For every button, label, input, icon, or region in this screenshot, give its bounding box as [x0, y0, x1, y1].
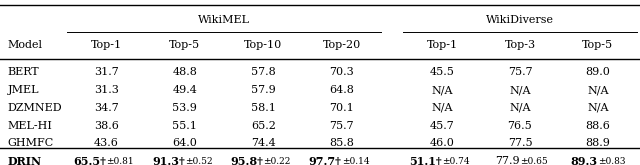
- Text: N/A: N/A: [431, 103, 453, 113]
- Text: 57.8: 57.8: [251, 67, 276, 77]
- Text: 34.7: 34.7: [94, 103, 119, 113]
- Text: 46.0: 46.0: [429, 138, 454, 148]
- Text: BERT: BERT: [8, 67, 39, 77]
- Text: ±0.74: ±0.74: [442, 157, 470, 165]
- Text: Top-5: Top-5: [582, 40, 613, 50]
- Text: ±0.22: ±0.22: [263, 157, 291, 165]
- Text: 88.9: 88.9: [586, 138, 611, 148]
- Text: Model: Model: [8, 40, 43, 50]
- Text: ±0.83: ±0.83: [598, 157, 625, 165]
- Text: 51.1†: 51.1†: [410, 156, 442, 165]
- Text: 55.1: 55.1: [172, 121, 197, 131]
- Text: 45.5: 45.5: [429, 67, 454, 77]
- Text: DRIN: DRIN: [8, 156, 42, 165]
- Text: Top-5: Top-5: [169, 40, 200, 50]
- Text: JMEL: JMEL: [8, 85, 39, 95]
- Text: 31.3: 31.3: [94, 85, 119, 95]
- Text: 31.7: 31.7: [94, 67, 119, 77]
- Text: WikiMEL: WikiMEL: [198, 15, 250, 25]
- Text: 70.3: 70.3: [329, 67, 354, 77]
- Text: ±0.52: ±0.52: [185, 157, 212, 165]
- Text: MEL-HI: MEL-HI: [8, 121, 52, 131]
- Text: ±0.65: ±0.65: [520, 157, 548, 165]
- Text: 70.1: 70.1: [329, 103, 354, 113]
- Text: Top-20: Top-20: [323, 40, 361, 50]
- Text: 45.7: 45.7: [429, 121, 454, 131]
- Text: 65.5†: 65.5†: [74, 156, 106, 165]
- Text: 49.4: 49.4: [172, 85, 197, 95]
- Text: 75.7: 75.7: [508, 67, 532, 77]
- Text: GHMFC: GHMFC: [8, 138, 54, 148]
- Text: 53.9: 53.9: [172, 103, 197, 113]
- Text: 89.3: 89.3: [571, 156, 598, 165]
- Text: 38.6: 38.6: [94, 121, 119, 131]
- Text: Top-1: Top-1: [427, 40, 458, 50]
- Text: 75.7: 75.7: [330, 121, 354, 131]
- Text: 74.4: 74.4: [251, 138, 276, 148]
- Text: 64.8: 64.8: [329, 85, 354, 95]
- Text: ±0.14: ±0.14: [342, 157, 369, 165]
- Text: 57.9: 57.9: [251, 85, 276, 95]
- Text: 43.6: 43.6: [94, 138, 119, 148]
- Text: Top-10: Top-10: [244, 40, 282, 50]
- Text: N/A: N/A: [509, 85, 531, 95]
- Text: N/A: N/A: [587, 85, 609, 95]
- Text: 58.1: 58.1: [251, 103, 276, 113]
- Text: WikiDiverse: WikiDiverse: [486, 15, 554, 25]
- Text: 48.8: 48.8: [172, 67, 197, 77]
- Text: 76.5: 76.5: [508, 121, 532, 131]
- Text: DZMNED: DZMNED: [8, 103, 62, 113]
- Text: 77.9: 77.9: [495, 156, 520, 165]
- Text: Top-1: Top-1: [91, 40, 122, 50]
- Text: N/A: N/A: [509, 103, 531, 113]
- Text: 65.2: 65.2: [251, 121, 276, 131]
- Text: 97.7†: 97.7†: [308, 156, 342, 165]
- Text: 88.6: 88.6: [586, 121, 611, 131]
- Text: N/A: N/A: [587, 103, 609, 113]
- Text: 89.0: 89.0: [586, 67, 611, 77]
- Text: 91.3†: 91.3†: [152, 156, 185, 165]
- Text: 64.0: 64.0: [172, 138, 197, 148]
- Text: 77.5: 77.5: [508, 138, 532, 148]
- Text: 85.8: 85.8: [329, 138, 354, 148]
- Text: Top-3: Top-3: [504, 40, 536, 50]
- Text: ±0.81: ±0.81: [106, 157, 134, 165]
- Text: 95.8†: 95.8†: [230, 156, 263, 165]
- Text: N/A: N/A: [431, 85, 453, 95]
